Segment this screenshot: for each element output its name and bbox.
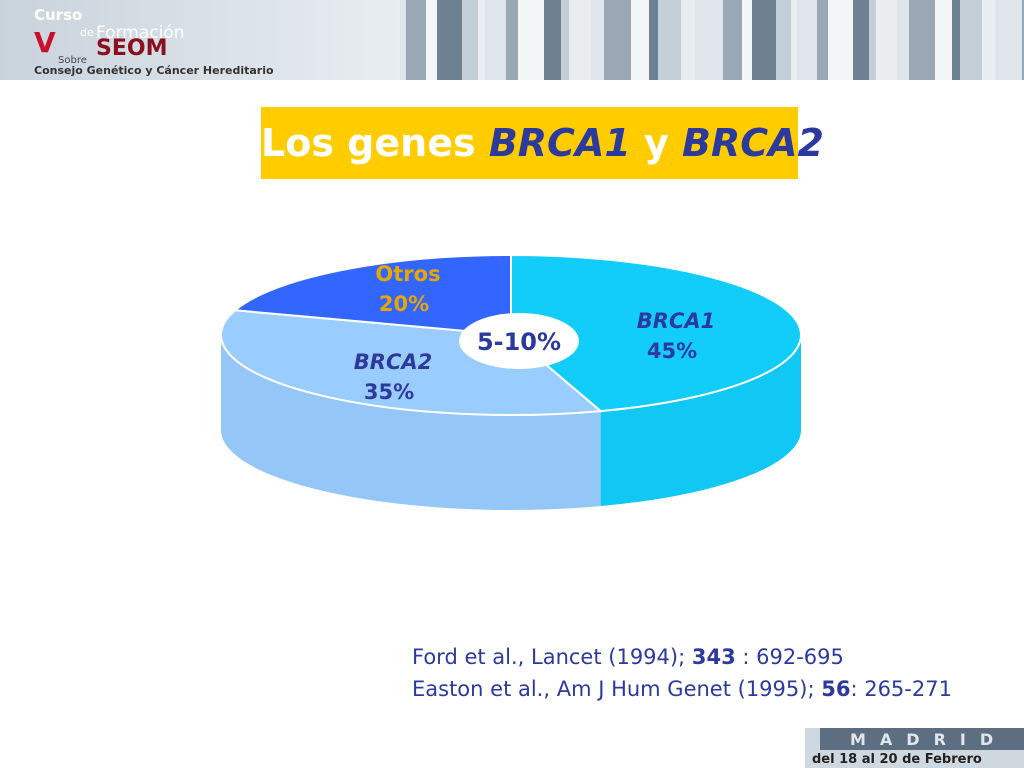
logo-bg bbox=[0, 0, 400, 80]
stripe bbox=[561, 0, 569, 80]
stripe bbox=[817, 0, 828, 80]
ref-part: 56 bbox=[821, 677, 851, 701]
stripe bbox=[897, 0, 909, 80]
stripe bbox=[604, 0, 631, 80]
pie-slice bbox=[232, 253, 512, 337]
title-part: y bbox=[630, 121, 683, 165]
stripe bbox=[909, 0, 935, 80]
stripe bbox=[853, 0, 869, 80]
annotation-bg bbox=[459, 313, 579, 369]
stripe bbox=[591, 0, 604, 80]
ref-part: Easton et al., Am J Hum Genet (1995); bbox=[412, 677, 822, 701]
footer-city: MADRID bbox=[850, 730, 1007, 749]
stripe bbox=[776, 0, 791, 80]
stripe bbox=[995, 0, 1022, 80]
stripe bbox=[649, 0, 658, 80]
footer-band bbox=[820, 728, 1024, 750]
stripe bbox=[485, 0, 506, 80]
logo-text: Consejo Genético y Cáncer Hereditario bbox=[34, 64, 274, 77]
logo-text: Sobre bbox=[58, 55, 87, 66]
stripe bbox=[478, 0, 485, 80]
stripe bbox=[569, 0, 591, 80]
stripe bbox=[797, 0, 817, 80]
stripe bbox=[982, 0, 995, 80]
slice-label: BRCA2 bbox=[354, 350, 432, 374]
pie-slice bbox=[510, 253, 802, 413]
logo-text: Curso bbox=[34, 6, 82, 24]
stripe bbox=[742, 0, 752, 80]
stripe bbox=[695, 0, 723, 80]
logo-text: Formación bbox=[96, 23, 185, 43]
stripe bbox=[544, 0, 561, 80]
stripe bbox=[723, 0, 742, 80]
slice-value: 35% bbox=[364, 380, 414, 404]
stripe bbox=[631, 0, 649, 80]
slice-label: Otros bbox=[375, 262, 440, 286]
title: Los genes BRCA1 y BRCA2 bbox=[261, 107, 824, 179]
stripe bbox=[935, 0, 952, 80]
ref-part: Ford et al., Lancet (1994); bbox=[412, 645, 692, 669]
title-part: BRCA1 bbox=[488, 121, 631, 165]
stripe bbox=[752, 0, 776, 80]
slice-label: BRCA1 bbox=[637, 309, 715, 333]
stripe bbox=[406, 0, 426, 80]
pie-side bbox=[221, 335, 601, 511]
logo-text: de bbox=[80, 26, 94, 39]
stripe bbox=[658, 0, 681, 80]
stripe bbox=[506, 0, 518, 80]
ref-part: 343 bbox=[691, 645, 736, 669]
stripe bbox=[869, 0, 876, 80]
stripe bbox=[462, 0, 478, 80]
stripe bbox=[1022, 0, 1024, 80]
stripe bbox=[876, 0, 897, 80]
stripe bbox=[828, 0, 853, 80]
annotation: 5-10% bbox=[477, 328, 561, 356]
stripe bbox=[400, 0, 406, 80]
stripe bbox=[437, 0, 462, 80]
stripe bbox=[952, 0, 960, 80]
slice-value: 20% bbox=[379, 292, 429, 316]
logo-text: SEOM bbox=[96, 36, 167, 61]
stripe bbox=[960, 0, 982, 80]
stripe bbox=[791, 0, 797, 80]
reference: Easton et al., Am J Hum Genet (1995); 56… bbox=[412, 677, 952, 701]
header-stripes bbox=[400, 0, 1024, 80]
stripe bbox=[681, 0, 695, 80]
ref-part: : 265-271 bbox=[850, 677, 952, 701]
logo-mark: V bbox=[34, 26, 56, 59]
title-part: BRCA2 bbox=[682, 121, 824, 165]
stripe bbox=[426, 0, 437, 80]
reference: Ford et al., Lancet (1994); 343 : 692-69… bbox=[412, 645, 844, 669]
slice-value: 45% bbox=[647, 339, 697, 363]
ref-part: : 692-695 bbox=[735, 645, 844, 669]
title-part: Los genes bbox=[261, 121, 489, 165]
footer-dates: del 18 al 20 de Febrero bbox=[812, 752, 982, 767]
pie-side bbox=[600, 335, 802, 507]
stripe bbox=[518, 0, 544, 80]
